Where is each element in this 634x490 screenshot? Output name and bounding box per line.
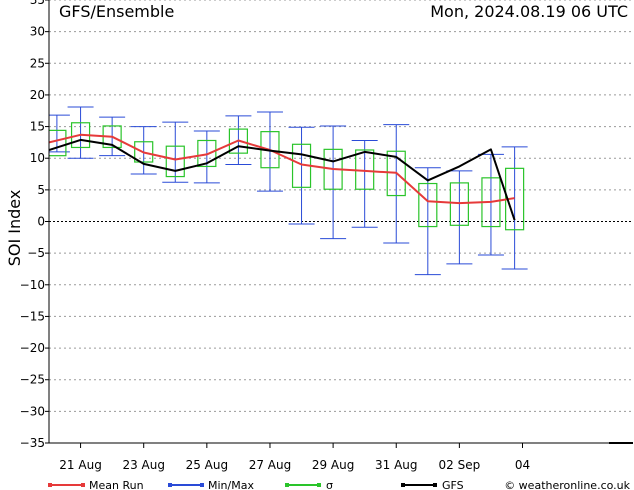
y-tick-label: −20 — [20, 341, 45, 355]
x-axis-ticks: 21 Aug 23 Aug 25 Aug 27 Aug 29 Aug 31 Aug 02 S… — [59, 443, 530, 472]
x-tick-label: 31 Aug — [375, 458, 418, 472]
sigma-box — [418, 182, 438, 228]
sigma-box — [386, 150, 406, 197]
y-tick-label: 15 — [30, 120, 45, 134]
x-tick-label: 27 Aug — [249, 458, 292, 472]
x-tick-label: 02 Sep — [439, 458, 481, 472]
y-tick-label: 35 — [30, 0, 45, 7]
min-max-whisker — [320, 125, 347, 240]
min-max-whisker — [162, 121, 189, 183]
x-tick-label: 21 Aug — [59, 458, 102, 472]
min-max-whisker — [351, 139, 378, 228]
run-info: Mon, 2024.08.19 06 UTC — [430, 2, 628, 21]
min-max-whisker — [67, 106, 94, 159]
x-tick-label: 23 Aug — [122, 458, 165, 472]
min-max-whiskers — [49, 106, 528, 276]
y-axis-label: SOI Index — [5, 190, 24, 267]
legend-min-max: Min/Max — [168, 479, 254, 490]
min-max-whisker — [193, 130, 220, 184]
legend-sigma: σ — [285, 479, 333, 490]
legend-min-max-label: Min/Max — [208, 479, 254, 490]
min-max-whisker — [501, 146, 528, 270]
series-lines — [49, 133, 516, 221]
min-max-whisker — [130, 126, 157, 175]
sigma-box — [197, 139, 217, 168]
legend-gfs: GFS — [401, 479, 464, 490]
legend-gfs-label: GFS — [442, 479, 464, 490]
chart-title: GFS/Ensemble — [59, 2, 174, 21]
min-max-whisker — [383, 124, 410, 244]
grid-lines — [49, 0, 633, 444]
y-tick-label: −35 — [20, 436, 45, 450]
x-tick-label: 04 — [515, 458, 530, 472]
sigma-box — [134, 141, 154, 163]
y-tick-label: 0 — [37, 215, 45, 229]
legend: Mean Run Min/Max σ GFS © weatheronline.c… — [48, 479, 631, 490]
series-line-gfs — [49, 138, 516, 221]
sigma-box — [165, 145, 185, 178]
min-max-whisker — [414, 167, 441, 276]
series-line-mean-run — [49, 133, 515, 205]
y-tick-label: 30 — [30, 25, 45, 39]
credit-text: © weatheronline.co.uk — [504, 479, 630, 490]
y-tick-label: 25 — [30, 56, 45, 70]
legend-mean-run-label: Mean Run — [89, 479, 144, 490]
y-axis-ticks: −35 −30 −25 −20 −15 −10 −5 0 5 10 15 20 25 30 35 — [20, 0, 49, 450]
y-tick-label: −30 — [20, 404, 45, 418]
y-tick-label: −15 — [20, 309, 45, 323]
x-tick-label: 29 Aug — [312, 458, 355, 472]
sigma-box — [49, 129, 67, 157]
legend-sigma-label: σ — [326, 479, 333, 490]
x-tick-label: 25 Aug — [186, 458, 229, 472]
sigma-box — [228, 128, 249, 154]
min-max-whisker — [288, 126, 315, 225]
y-tick-label: 10 — [30, 151, 45, 165]
legend-mean-run: Mean Run — [48, 479, 144, 490]
y-tick-label: −25 — [20, 373, 45, 387]
y-tick-label: −10 — [20, 278, 45, 292]
y-tick-label: −5 — [27, 246, 45, 260]
y-tick-label: 5 — [37, 183, 45, 197]
y-tick-label: 20 — [30, 88, 45, 102]
sigma-boxes — [49, 122, 525, 231]
sigma-box — [449, 182, 469, 226]
